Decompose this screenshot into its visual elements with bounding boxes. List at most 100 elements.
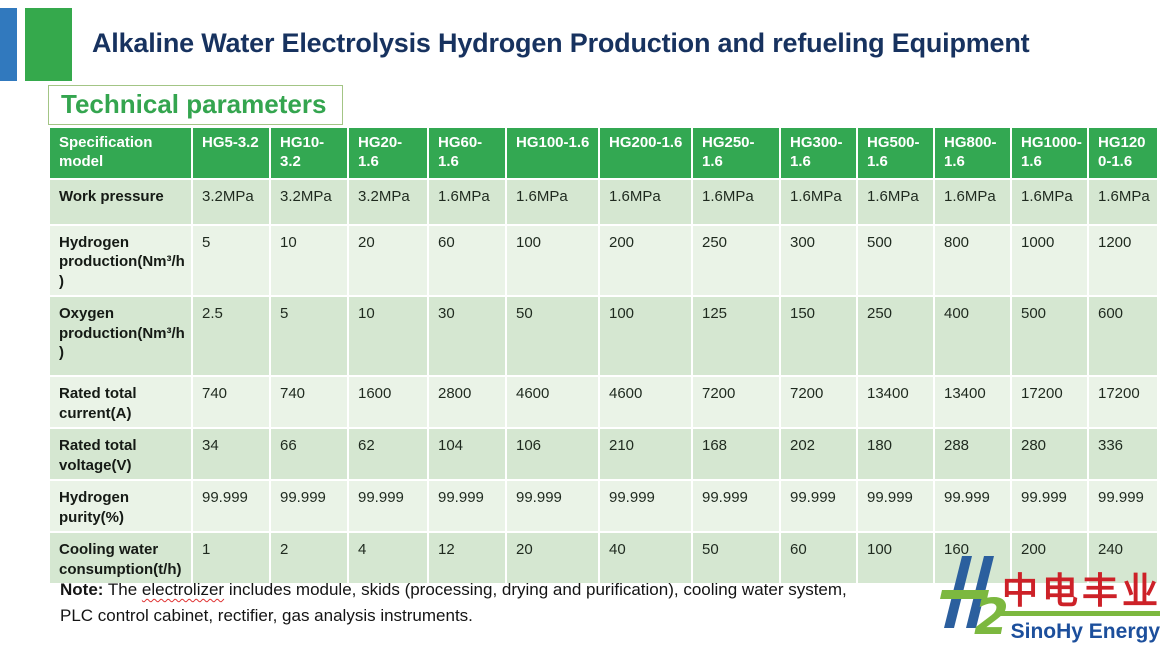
cell-value: 99.999 [856,479,935,533]
cell-value: 2.5 [191,295,271,377]
cell-value: 20 [347,223,429,297]
column-header: HG100-1.6 [505,126,600,180]
cell-value: 288 [933,427,1012,481]
column-header: HG500-1.6 [856,126,935,180]
column-header: HG20-1.6 [347,126,429,180]
column-header: HG60-1.6 [427,126,507,180]
cell-value: 200 [1010,531,1089,585]
section-title: Technical parameters [61,89,327,119]
logo-cjk-name: 中电丰业 [1002,571,1162,612]
cell-value: 336 [1087,427,1159,481]
column-header: HG1200-1.6 [1087,126,1159,180]
cell-value: 99.999 [598,479,693,533]
cell-value: 99.999 [347,479,429,533]
cell-value: 13400 [933,375,1012,429]
cell-value: 99.999 [427,479,507,533]
logo-h-crossbar [940,590,989,599]
cell-value: 1.6MPa [505,177,600,226]
cell-value: 50 [691,531,781,585]
cell-value: 34 [191,427,271,481]
logo-h2-mark: 2 [940,556,1009,646]
cell-value: 210 [598,427,693,481]
cell-value: 99.999 [779,479,858,533]
cell-value: 17200 [1087,375,1159,429]
cell-value: 10 [347,295,429,377]
cell-value: 12 [427,531,507,585]
cell-value: 740 [191,375,271,429]
cell-value: 150 [779,295,858,377]
cell-value: 40 [598,531,693,585]
cell-value: 200 [598,223,693,297]
cell-value: 5 [269,295,349,377]
row-label: Oxygen production(Nm³/h) [48,295,193,377]
cell-value: 240 [1087,531,1159,585]
cell-value: 100 [856,531,935,585]
cell-value: 250 [691,223,781,297]
row-label: Rated total voltage(V) [48,427,193,481]
table-row: Rated total current(A) 740 740 1600 2800 4600… [48,375,1159,429]
cell-value: 50 [505,295,600,377]
logo-subtitle: SinoHy Energy [1011,620,1161,643]
note-misspelled-word: electrolizer [141,580,225,599]
page-title: Alkaline Water Electrolysis Hydrogen Pro… [92,28,1030,58]
cell-value: 2800 [427,375,507,429]
cell-value: 99.999 [505,479,600,533]
row-label: Work pressure [48,177,193,226]
cell-value: 400 [933,295,1012,377]
cell-value: 168 [691,427,781,481]
section-heading-box: Technical parameters [48,85,344,125]
cell-value: 500 [1010,295,1089,377]
cell-value: 1.6MPa [933,177,1012,226]
logo-digit-2: 2 [974,588,1009,646]
cell-value: 60 [427,223,507,297]
cell-value: 160 [933,531,1012,585]
cell-value: 99.999 [691,479,781,533]
column-header: HG1000-1.6 [1010,126,1089,180]
column-header: HG300-1.6 [779,126,858,180]
cell-value: 10 [269,223,349,297]
accent-bar-blue [0,8,17,81]
cell-value: 1000 [1010,223,1089,297]
table-row: Rated total voltage(V) 34 66 62 104 106 210 168… [48,427,1159,481]
cell-value: 300 [779,223,858,297]
column-header: HG200-1.6 [598,126,693,180]
cell-value: 600 [1087,295,1159,377]
cell-value: 99.999 [191,479,271,533]
cell-value: 1.6MPa [691,177,781,226]
cell-value: 100 [505,223,600,297]
row-label: Hydrogen production(Nm³/h) [48,223,193,297]
cell-value: 60 [779,531,858,585]
logo-underline [1000,611,1160,616]
cell-value: 4 [347,531,429,585]
cell-value: 1.6MPa [856,177,935,226]
cell-value: 99.999 [1010,479,1089,533]
column-header: HG5-3.2 [191,126,271,180]
cell-value: 1.6MPa [1087,177,1159,226]
cell-value: 1.6MPa [427,177,507,226]
cell-value: 4600 [598,375,693,429]
note-label: Note: [60,580,104,599]
table-header-row: Specification model HG5-3.2 HG10-3.2 HG20-1… [48,126,1159,180]
table-row: Hydrogen purity(%) 99.999 99.999 99.999 99.9… [48,479,1159,533]
cell-value: 2 [269,531,349,585]
cell-value: 100 [598,295,693,377]
column-header: HG250-1.6 [691,126,781,180]
cell-value: 800 [933,223,1012,297]
cell-value: 4600 [505,375,600,429]
cell-value: 5 [191,223,271,297]
row-label: Hydrogen purity(%) [48,479,193,533]
cell-value: 99.999 [1087,479,1159,533]
cell-value: 3.2MPa [191,177,271,226]
table-row: Work pressure 3.2MPa 3.2MPa 3.2MPa 1.6MPa 1.6… [48,177,1159,226]
cell-value: 250 [856,295,935,377]
cell-value: 1200 [1087,223,1159,297]
cell-value: 180 [856,427,935,481]
cell-value: 62 [347,427,429,481]
cell-value: 104 [427,427,507,481]
cell-value: 740 [269,375,349,429]
cell-value: 7200 [779,375,858,429]
cell-value: 1600 [347,375,429,429]
cell-value: 30 [427,295,507,377]
row-label: Rated total current(A) [48,375,193,429]
